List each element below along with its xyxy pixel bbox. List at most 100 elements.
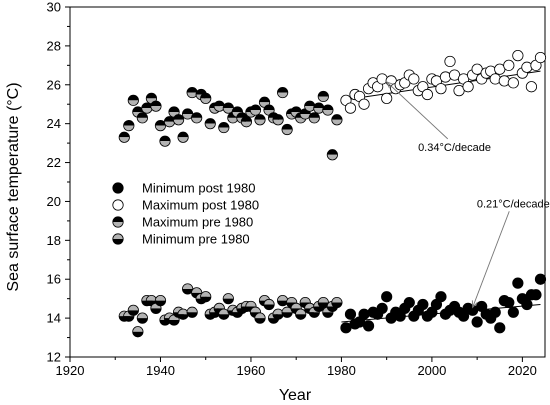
marker-outline [150, 100, 162, 112]
data-point [376, 73, 388, 85]
y-tick-label: 20 [47, 194, 61, 209]
marker-top-half [290, 106, 302, 112]
marker-outline [277, 86, 289, 99]
marker-top-half [263, 299, 275, 305]
data-point [439, 71, 452, 83]
marker-top-half [128, 305, 139, 311]
legend-marker [112, 199, 124, 211]
marker-bottom-half [150, 308, 162, 314]
y-axis-title: Sea surface temperature (°C) [5, 82, 22, 291]
data-point [172, 114, 185, 126]
marker-top-half [277, 87, 288, 93]
data-point [186, 306, 198, 318]
marker-outline [249, 104, 262, 116]
data-point [204, 118, 216, 130]
marker-bottom-half [200, 98, 211, 104]
marker-outline [254, 312, 266, 324]
marker-top-half [286, 297, 297, 303]
marker-top-half [313, 102, 325, 109]
marker-top-half [191, 287, 202, 293]
marker-bottom-half [263, 304, 275, 310]
data-point [240, 116, 253, 128]
marker-outline [123, 120, 135, 132]
data-point [177, 308, 189, 320]
x-tick-label: 2020 [508, 363, 537, 378]
marker-top-half [182, 108, 193, 114]
marker-top-half [173, 114, 184, 120]
marker-outline [295, 308, 307, 320]
data-point [435, 83, 447, 95]
marker-bottom-half [331, 119, 343, 125]
marker-outline [272, 114, 284, 126]
marker-top-half [119, 132, 130, 138]
marker-top-half [128, 95, 139, 101]
marker-top-half [331, 297, 343, 303]
marker-outline [159, 135, 171, 147]
series-minimum-post-1980 [340, 273, 547, 334]
marker-top-half [281, 124, 293, 130]
legend-label: Minimum pre 1980 [142, 232, 250, 247]
marker-bottom-half [227, 117, 239, 124]
marker-bottom-half [150, 106, 162, 112]
data-point [507, 77, 519, 89]
data-point [272, 308, 284, 320]
data-point [191, 112, 203, 124]
marker-top-half [309, 112, 320, 118]
annotation-arrow [472, 211, 510, 308]
marker-top-half [322, 104, 334, 111]
marker-bottom-half [304, 106, 315, 112]
data-point [362, 320, 375, 332]
marker-top-half [137, 312, 148, 319]
marker-top-half [304, 100, 315, 107]
marker-top-half [295, 309, 306, 315]
marker-top-half [168, 106, 180, 112]
data-point [489, 306, 501, 318]
data-point [254, 114, 266, 126]
data-point [421, 88, 433, 101]
legend-marker [112, 233, 124, 245]
marker-top-half [277, 295, 288, 301]
data-point [249, 104, 262, 116]
marker-bottom-half [218, 314, 230, 320]
legend-item: Maximum post 1980 [112, 198, 259, 213]
marker-top-half [123, 120, 135, 126]
marker-top-half [250, 307, 261, 313]
marker-bottom-half [272, 314, 284, 320]
marker-top-half [331, 114, 343, 120]
marker-top-half [112, 233, 124, 239]
marker-outline [136, 312, 148, 324]
marker-bottom-half [309, 312, 320, 318]
marker-bottom-half [159, 141, 171, 147]
data-point [200, 291, 212, 303]
marker-top-half [137, 112, 148, 118]
marker-top-half [182, 283, 193, 289]
marker-bottom-half [277, 300, 288, 306]
series-maximum-pre-1980 [118, 86, 343, 161]
data-point [218, 121, 230, 134]
data-point [281, 123, 293, 136]
marker-top-half [146, 295, 157, 301]
marker-top-half [232, 106, 243, 112]
marker-outline [136, 112, 148, 124]
marker-outline [254, 114, 266, 126]
marker-bottom-half [137, 318, 148, 324]
marker-bottom-half [254, 119, 266, 125]
data-point [326, 149, 338, 161]
marker-top-half [327, 149, 338, 155]
marker-top-half [200, 93, 211, 99]
y-tick-label: 18 [47, 233, 61, 248]
marker-outline [191, 112, 203, 124]
data-point [272, 114, 284, 126]
marker-bottom-half [281, 129, 293, 135]
annotation-arrowhead [385, 81, 394, 89]
marker-outline [177, 131, 189, 143]
data-point [381, 92, 393, 104]
marker-bottom-half [128, 310, 139, 316]
marker-bottom-half [272, 119, 284, 125]
legend-marker [112, 182, 124, 194]
data-point [317, 90, 329, 103]
series-maximum-post-1980 [340, 50, 547, 114]
marker-top-half [214, 100, 225, 107]
marker-outline [263, 298, 275, 311]
data-point [313, 102, 325, 114]
